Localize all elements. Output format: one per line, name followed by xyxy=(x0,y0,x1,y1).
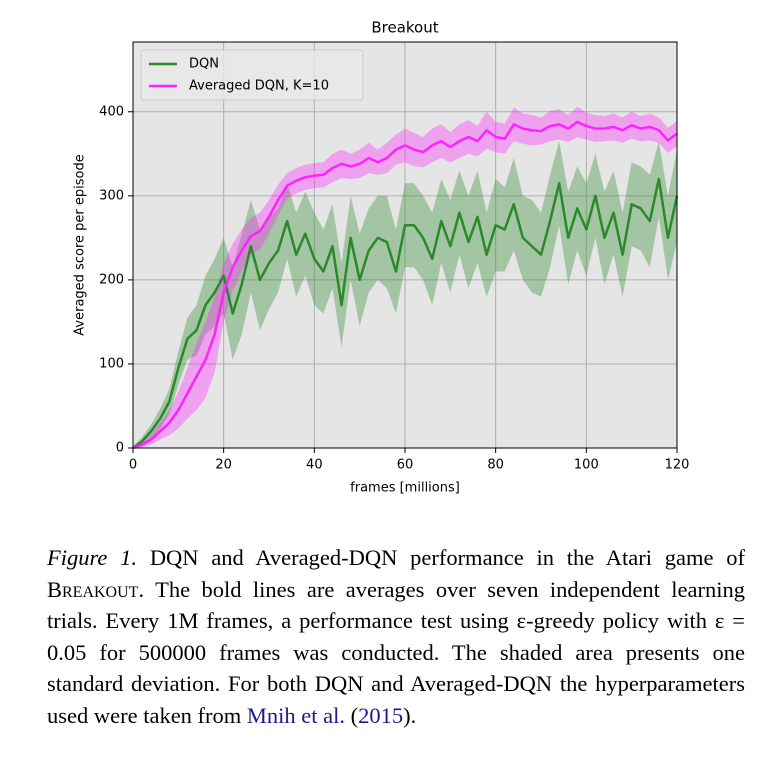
y-tick-label: 200 xyxy=(99,272,124,287)
caption: Figure 1. DQN and Averaged-DQN performan… xyxy=(47,542,745,731)
y-axis-label: Averaged score per episode xyxy=(73,154,88,335)
citation-year[interactable]: 2015 xyxy=(358,702,404,728)
x-axis-label: frames [millions] xyxy=(350,481,460,496)
y-tick-label: 100 xyxy=(99,356,124,371)
caption-text: ). xyxy=(403,702,417,728)
x-tick-label: 60 xyxy=(397,458,414,473)
x-tick-label: 20 xyxy=(215,458,232,473)
y-tick-label: 400 xyxy=(99,104,124,119)
chart-title: Breakout xyxy=(371,19,438,37)
legend-box xyxy=(140,49,364,101)
x-tick-label: 0 xyxy=(129,458,137,473)
legend-label: DQN xyxy=(189,57,219,72)
x-tick-label: 40 xyxy=(306,458,323,473)
citation[interactable]: Mnih et al. xyxy=(246,702,346,728)
y-tick-label: 0 xyxy=(116,441,124,456)
chart: Breakout frames [millions] Averaged scor… xyxy=(73,19,690,496)
y-tick-label: 300 xyxy=(99,188,124,203)
series-line xyxy=(132,177,679,450)
legend-label: Averaged DQN, K=10 xyxy=(189,79,329,94)
x-tick-label: 100 xyxy=(574,458,599,473)
x-tick-label: 80 xyxy=(487,458,504,473)
caption-label: Figure 1. xyxy=(47,545,138,570)
series-line xyxy=(132,120,678,450)
std-band xyxy=(133,106,677,448)
caption-text: DQN and Averaged-DQN performance in the … xyxy=(149,545,746,570)
caption-text: . The bold lines are averages over seven… xyxy=(47,576,745,728)
x-tick-label: 120 xyxy=(665,458,690,473)
caption-game: Breakout xyxy=(47,576,139,602)
caption-text: ( xyxy=(350,702,359,728)
